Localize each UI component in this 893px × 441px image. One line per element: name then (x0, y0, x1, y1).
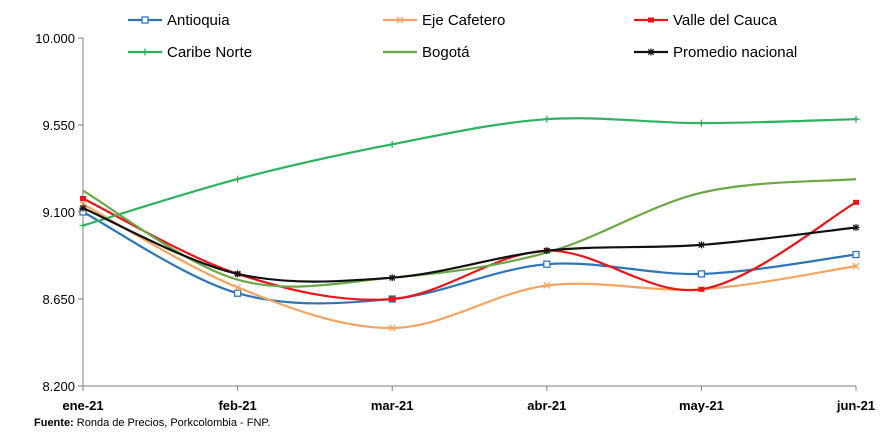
legend-item: Antioquia (128, 12, 230, 29)
series-promedio-nacional (79, 204, 860, 283)
data-point (853, 199, 859, 205)
x-tick-label: mar-21 (371, 398, 414, 413)
series-line (82, 178, 857, 288)
data-point (234, 283, 242, 291)
data-point (388, 274, 396, 282)
x-tick-label: may-21 (679, 398, 724, 413)
legend-marker (141, 48, 149, 56)
series-line (82, 117, 857, 227)
data-point (543, 282, 551, 289)
source-text: Ronda de Precios, Porkcolombia - FNP. (73, 417, 271, 429)
legend-item: Caribe Norte (128, 44, 252, 61)
series-line (82, 207, 857, 283)
data-point (852, 250, 860, 259)
x-tick-label: jun-21 (836, 398, 875, 413)
series-line (82, 197, 857, 301)
legend: Antioquia Eje Cafetero Valle del Cauca Cari… (128, 12, 797, 61)
series-eje-cafetero (79, 200, 860, 332)
legend-item: Bogotá (383, 44, 470, 61)
data-point (698, 286, 705, 292)
data-point (852, 262, 860, 270)
series-lines (79, 115, 860, 332)
series-bogotá (82, 178, 857, 288)
x-tick-label: feb-21 (218, 398, 256, 413)
data-point (543, 247, 551, 255)
series-caribe-norte (79, 115, 860, 230)
legend-item: Eje Cafetero (383, 12, 505, 29)
x-tick-label: ene-21 (62, 398, 103, 413)
data-point (234, 270, 242, 278)
legend-label: Antioquia (167, 12, 230, 29)
source-note: Fuente: Ronda de Precios, Porkcolombia -… (34, 417, 270, 429)
data-point (543, 260, 551, 268)
data-point (697, 270, 706, 278)
data-point (697, 241, 705, 249)
y-tick-label: 10.000 (35, 31, 75, 46)
data-point (388, 324, 396, 332)
legend-label: Valle del Cauca (673, 12, 778, 29)
data-point (697, 119, 705, 127)
y-tick-label: 9.100 (42, 205, 75, 220)
data-point (543, 115, 551, 123)
legend-label: Promedio nacional (673, 44, 797, 61)
data-point (79, 204, 87, 212)
data-point (80, 195, 86, 201)
x-tick-label: abr-21 (527, 398, 566, 413)
legend-label: Caribe Norte (167, 44, 252, 61)
data-point (79, 222, 87, 230)
data-point (233, 289, 242, 297)
data-point (234, 175, 242, 183)
data-point (388, 140, 396, 148)
legend-item: Promedio nacional (634, 44, 797, 61)
data-point (852, 223, 860, 231)
legend-label: Bogotá (422, 44, 470, 61)
legend-marker (648, 17, 654, 23)
legend-label: Eje Cafetero (422, 12, 505, 29)
y-tick-label: 9.550 (42, 118, 75, 133)
series-antioquia (79, 208, 860, 305)
data-point (389, 296, 396, 302)
legend-item: Valle del Cauca (634, 12, 778, 29)
y-tick-label: 8.650 (42, 292, 75, 307)
y-tick-label: 8.200 (42, 379, 75, 394)
data-point (852, 115, 860, 123)
axes: 8.200 8.650 9.100 9.550 10.000 ene-21 feb-21 ma… (35, 31, 875, 413)
series-line (82, 203, 857, 330)
legend-marker (396, 16, 404, 24)
source-label: Fuente: (34, 417, 74, 429)
legend-marker (141, 16, 149, 24)
series-line (82, 211, 857, 305)
legend-marker (647, 48, 655, 56)
